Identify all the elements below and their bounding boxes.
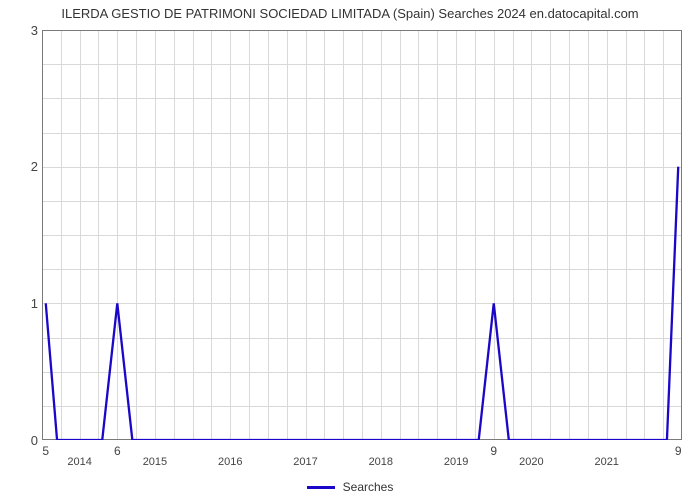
data-point-label: 9 bbox=[484, 444, 504, 458]
x-tick-label: 2021 bbox=[582, 456, 632, 468]
chart-container: ILERDA GESTIO DE PATRIMONI SOCIEDAD LIMI… bbox=[0, 0, 700, 500]
x-tick-label: 2020 bbox=[506, 456, 556, 468]
x-tick-label: 2018 bbox=[356, 456, 406, 468]
legend: Searches bbox=[0, 480, 700, 494]
legend-label: Searches bbox=[343, 480, 394, 494]
x-tick-label: 2017 bbox=[281, 456, 331, 468]
data-point-label: 6 bbox=[107, 444, 127, 458]
x-tick-label: 2016 bbox=[205, 456, 255, 468]
series-line bbox=[42, 30, 682, 440]
legend-swatch bbox=[307, 486, 335, 489]
x-tick-label: 2015 bbox=[130, 456, 180, 468]
data-point-label: 9 bbox=[668, 444, 688, 458]
y-tick-label: 2 bbox=[10, 159, 38, 174]
data-point-label: 5 bbox=[36, 444, 56, 458]
y-tick-label: 3 bbox=[10, 23, 38, 38]
x-tick-label: 2014 bbox=[55, 456, 105, 468]
chart-title: ILERDA GESTIO DE PATRIMONI SOCIEDAD LIMI… bbox=[0, 6, 700, 21]
plot-area bbox=[42, 30, 682, 440]
y-tick-label: 0 bbox=[10, 433, 38, 448]
y-tick-label: 1 bbox=[10, 296, 38, 311]
x-tick-label: 2019 bbox=[431, 456, 481, 468]
